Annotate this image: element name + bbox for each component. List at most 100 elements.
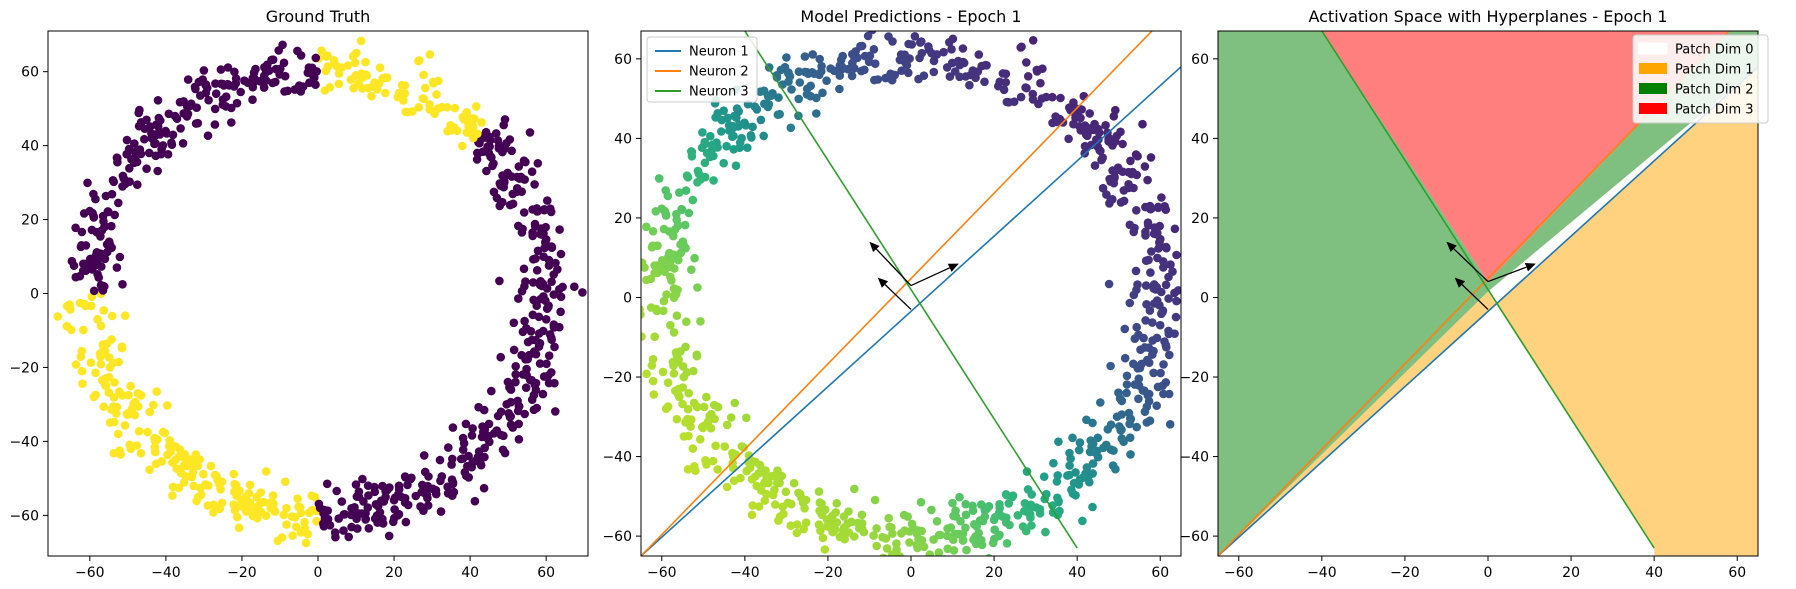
scatter-point <box>201 88 211 98</box>
scatter-point <box>1161 205 1171 214</box>
scatter-point <box>826 64 835 73</box>
scatter-point <box>816 526 825 535</box>
scatter-point <box>458 433 468 443</box>
scatter-point <box>424 472 433 481</box>
scatter-point <box>700 158 710 168</box>
scatter-point <box>806 81 815 91</box>
scatter-point <box>236 501 246 511</box>
scatter-point <box>256 488 266 497</box>
scatter-point <box>163 450 172 460</box>
scatter-point <box>154 113 164 123</box>
x-tick-label: −60 <box>647 565 677 581</box>
scatter-point <box>291 522 301 532</box>
scatter-point <box>684 431 693 441</box>
scatter-point <box>945 72 955 81</box>
scatter-point <box>153 435 162 444</box>
scatter-point <box>1074 445 1084 455</box>
scatter-point <box>641 310 645 319</box>
scatter-point <box>1017 42 1026 52</box>
scatter-point <box>1026 500 1036 510</box>
scatter-point <box>1028 89 1038 99</box>
arrow-head <box>869 241 880 253</box>
scatter-point <box>1146 153 1156 162</box>
scatter-point <box>509 345 519 355</box>
scatter-point <box>706 131 715 141</box>
scatter-point <box>1055 506 1064 516</box>
scatter-point <box>814 487 824 496</box>
scatter-point <box>97 262 106 271</box>
scatter-point <box>491 129 501 138</box>
scatter-point <box>728 458 737 468</box>
scatter-point <box>701 456 710 465</box>
plot-area <box>1218 31 1758 556</box>
scatter-point <box>1098 153 1107 162</box>
scatter-point <box>468 424 477 433</box>
x-tick-label: 0 <box>1484 565 1493 581</box>
scatter-point <box>378 514 387 524</box>
scatter-point <box>1166 260 1175 269</box>
scatter-point <box>1041 92 1051 102</box>
scatter-point <box>1079 91 1089 101</box>
scatter-point <box>183 75 193 84</box>
scatter-point <box>664 227 674 236</box>
scatter-point <box>364 524 374 533</box>
scatter-point <box>403 500 413 510</box>
scatter-point <box>779 509 788 519</box>
legend-swatch <box>1639 63 1667 74</box>
scatter-point <box>209 500 219 510</box>
scatter-point <box>701 139 710 149</box>
scatter-point <box>489 187 499 197</box>
scatter-point <box>150 443 160 452</box>
scatter-point <box>1146 268 1155 277</box>
legend-swatch <box>1639 103 1667 114</box>
scatter-point <box>319 509 328 518</box>
scatter-point <box>648 376 658 386</box>
scatter-point <box>839 523 849 532</box>
scatter-point <box>1104 279 1114 289</box>
scatter-point <box>748 501 757 510</box>
scatter-point <box>280 477 290 487</box>
scatter-point <box>496 198 506 208</box>
scatter-point <box>145 465 154 475</box>
scatter-point <box>105 353 114 362</box>
scatter-point <box>744 451 754 460</box>
plot-area <box>641 31 1181 556</box>
scatter-point <box>505 383 514 392</box>
scatter-point <box>1165 350 1174 360</box>
scatter-point <box>1142 418 1152 427</box>
scatter-point <box>346 75 356 84</box>
scatter-point <box>536 229 545 239</box>
scatter-point <box>498 171 507 180</box>
scatter-point <box>507 146 516 156</box>
scatter-point <box>654 174 664 183</box>
scatter-point <box>176 124 185 133</box>
scatter-point <box>486 135 495 145</box>
scatter-point <box>693 283 702 292</box>
scatter-point <box>509 318 519 328</box>
legend: Neuron 1 Neuron 2 Neuron 3 <box>646 36 758 103</box>
scatter-point <box>112 263 122 272</box>
scatter-point <box>682 317 691 327</box>
scatter-point <box>961 510 971 520</box>
scatter-point <box>216 65 226 74</box>
y-tick-label: 20 <box>1191 211 1209 227</box>
scatter-point <box>699 402 709 412</box>
x-tick-label: 0 <box>907 565 916 581</box>
scatter-point <box>261 76 271 85</box>
scatter-point <box>818 88 827 98</box>
scatter-point <box>99 306 108 315</box>
scatter-point <box>347 522 356 532</box>
scatter-point <box>500 115 510 124</box>
scatter-point <box>680 220 690 230</box>
scatter-point <box>201 81 210 90</box>
scatter-point <box>844 507 853 516</box>
scatter-point <box>750 102 760 111</box>
scatter-point <box>1140 407 1150 417</box>
scatter-point <box>160 428 170 438</box>
scatter-point <box>673 220 683 230</box>
scatter-point <box>884 32 893 41</box>
scatter-point <box>1075 438 1085 447</box>
arrow-head <box>1446 241 1457 252</box>
x-tick-label: 20 <box>1562 565 1580 581</box>
scatter-point <box>553 265 562 274</box>
